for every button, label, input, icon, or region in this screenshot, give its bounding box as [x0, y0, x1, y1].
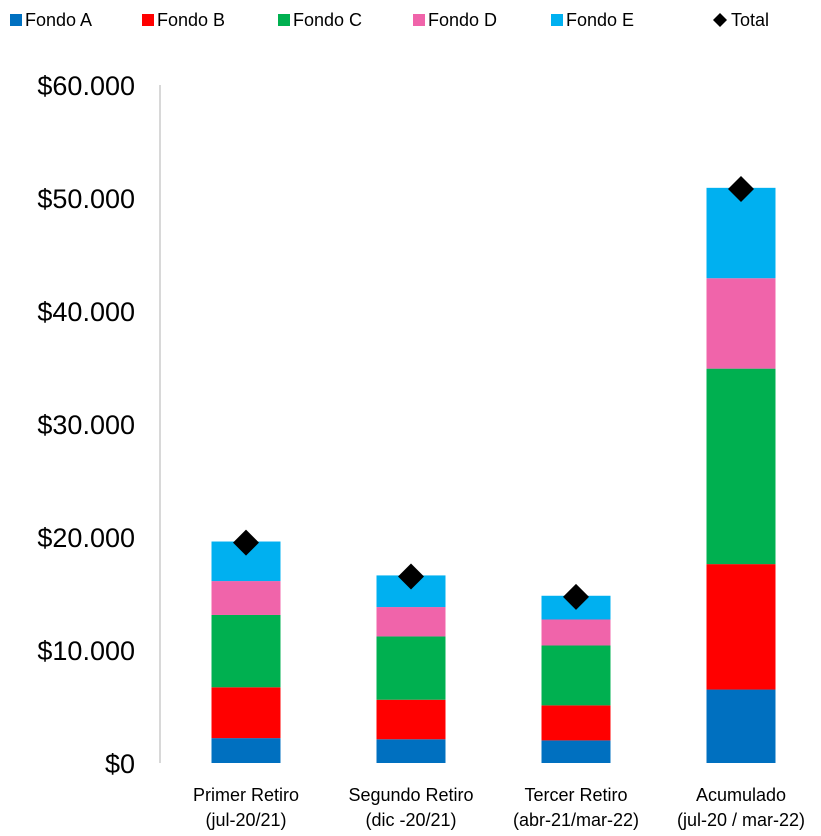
total-marker — [728, 175, 754, 202]
legend-swatch — [551, 14, 563, 26]
y-tick-label: $30.000 — [37, 410, 135, 440]
bar-segment — [706, 187, 776, 279]
legend-swatch — [142, 14, 154, 26]
bar-segment — [376, 607, 446, 637]
bar-segment — [376, 739, 446, 763]
legend-swatch — [278, 14, 290, 26]
total-marker — [398, 563, 424, 590]
y-tick-label: $20.000 — [37, 523, 135, 553]
bar-segment — [541, 705, 611, 741]
x-axis: Primer Retiro (jul-20/21) Segundo Retiro (d… — [193, 785, 805, 830]
x-tick-label: (abr-21/mar-22) — [513, 810, 639, 830]
x-tick-label: (jul-20/21) — [205, 810, 286, 830]
bar-segment — [541, 645, 611, 706]
bar-segment — [706, 368, 776, 565]
bar-segment — [706, 689, 776, 763]
total-markers — [233, 175, 754, 610]
legend-label: Fondo C — [293, 10, 362, 30]
legend-label: Fondo D — [428, 10, 497, 30]
bar-segment — [706, 564, 776, 690]
bar-segment — [211, 687, 281, 739]
bar-segment — [376, 699, 446, 740]
bars — [211, 187, 776, 763]
legend: Fondo A Fondo B Fondo C Fondo D Fondo E Total — [10, 10, 769, 30]
bar-segment — [706, 278, 776, 369]
total-marker — [563, 583, 589, 610]
bar-segment — [211, 738, 281, 763]
x-tick-label: Primer Retiro — [193, 785, 299, 805]
y-tick-label: $40.000 — [37, 297, 135, 327]
legend-label: Fondo B — [157, 10, 225, 30]
y-tick-label: $50.000 — [37, 184, 135, 214]
legend-label: Total — [731, 10, 769, 30]
legend-label: Fondo A — [25, 10, 92, 30]
x-tick-label: Segundo Retiro — [348, 785, 473, 805]
y-tick-label: $10.000 — [37, 636, 135, 666]
y-tick-label: $60.000 — [37, 71, 135, 101]
x-tick-label: Tercer Retiro — [524, 785, 627, 805]
x-tick-label: Acumulado — [696, 785, 786, 805]
y-axis: $0 $10.000 $20.000 $30.000 $40.000 $50.000 $60… — [37, 71, 161, 779]
y-tick-label: $0 — [105, 749, 135, 779]
total-marker — [233, 529, 259, 556]
bar-segment — [541, 740, 611, 763]
bar-segment — [211, 581, 281, 615]
legend-diamond-icon — [713, 13, 727, 27]
bar-segment — [376, 636, 446, 700]
x-tick-label: (dic -20/21) — [365, 810, 456, 830]
x-tick-label: (jul-20 / mar-22) — [677, 810, 805, 830]
legend-label: Fondo E — [566, 10, 634, 30]
legend-swatch — [10, 14, 22, 26]
bar-segment — [211, 614, 281, 688]
bar-segment — [541, 619, 611, 646]
legend-swatch — [413, 14, 425, 26]
